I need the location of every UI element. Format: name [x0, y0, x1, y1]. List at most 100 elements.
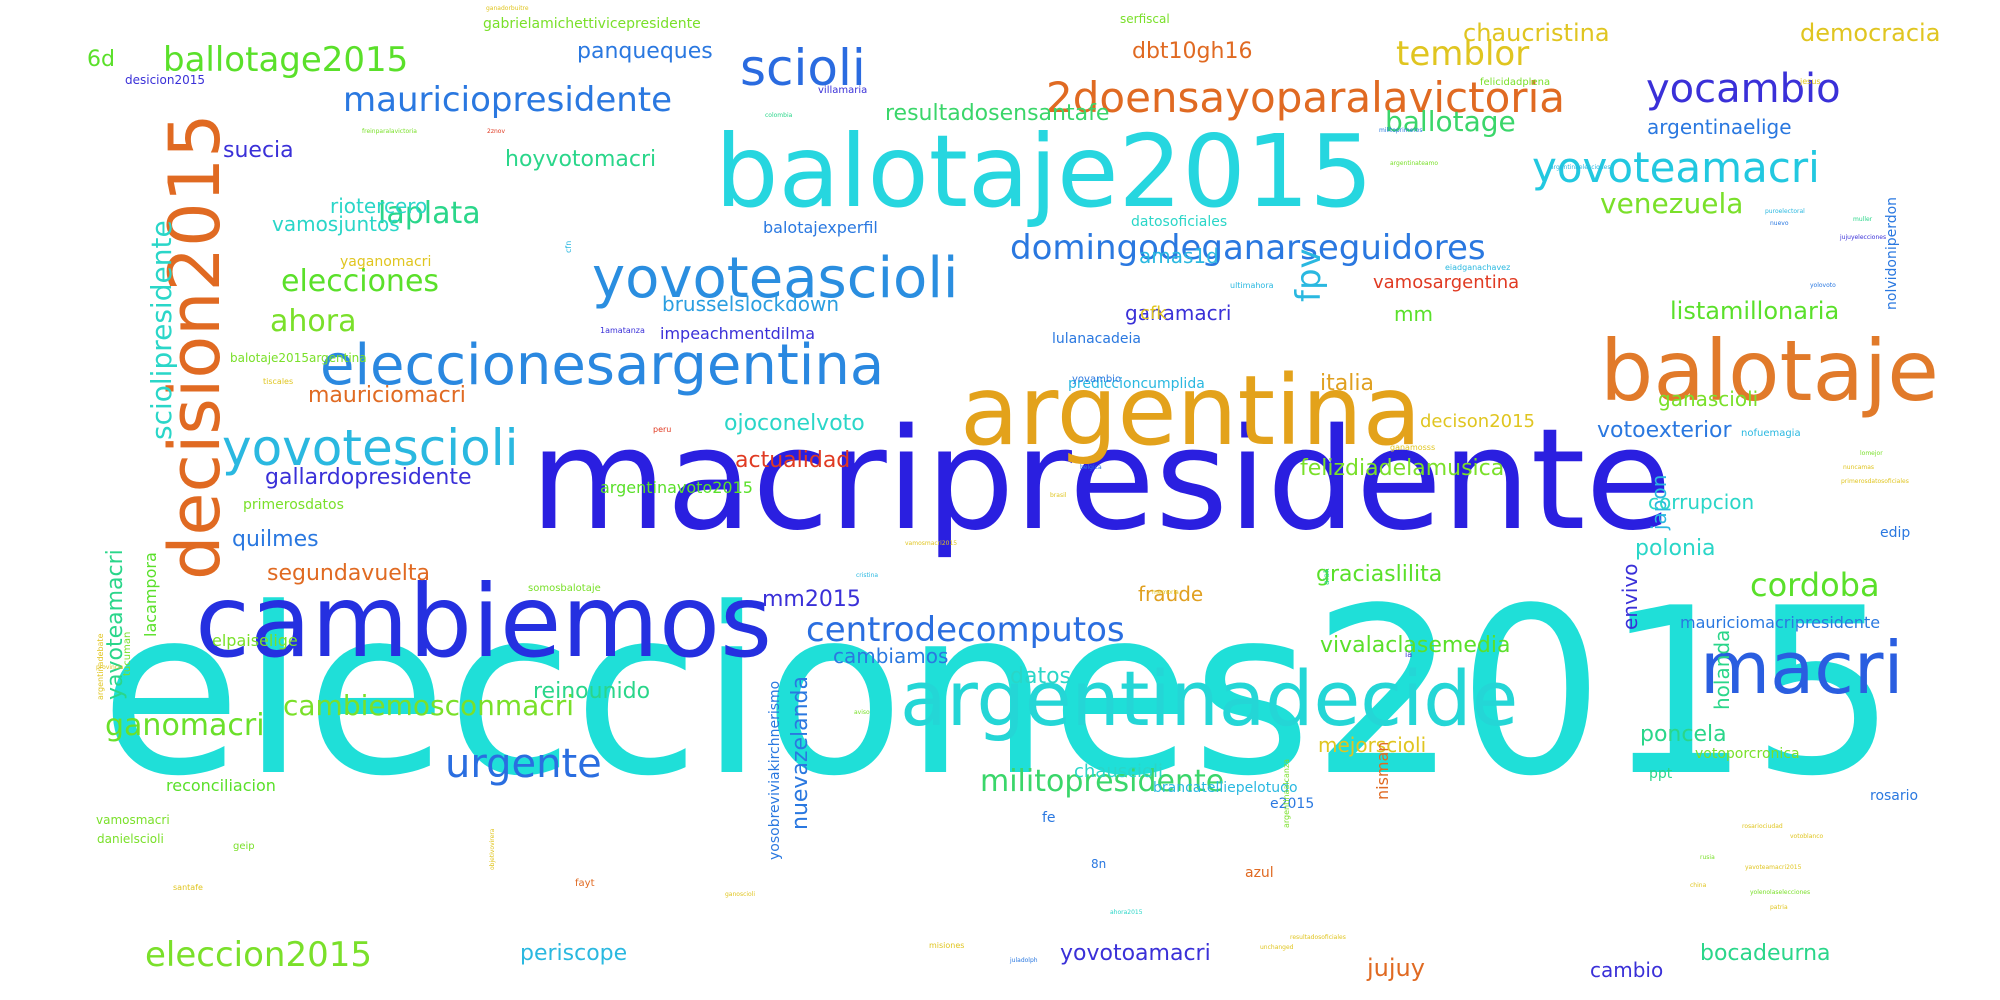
- word-45: vamosjuntos: [272, 212, 400, 237]
- word-100: ppt: [1649, 766, 1673, 783]
- word-23: elecciones: [281, 263, 440, 299]
- word-33: ballotage: [1385, 105, 1516, 139]
- word-42: hoyvotomacri: [505, 146, 657, 172]
- word-96: chauscioli: [1074, 760, 1164, 782]
- word-112: tucuman: [122, 631, 133, 676]
- word-163: cristina: [856, 572, 879, 580]
- word-31: sciolipresidente: [145, 220, 178, 440]
- word-99: gabrielamichettivicepresidente: [483, 16, 701, 33]
- word-18: domingodeganarseguidores: [1010, 228, 1486, 269]
- word-71: yovotoamacri: [1060, 940, 1211, 966]
- word-152: argentinaelecciones: [1550, 164, 1611, 172]
- word-65: cambiamos: [833, 644, 949, 669]
- word-35: democracia: [1800, 19, 1941, 48]
- word-16: mauriciopresidente: [343, 80, 673, 121]
- word-103: e2015: [1270, 796, 1315, 813]
- word-156: yolovoto: [1810, 282, 1836, 290]
- word-121: geip: [233, 841, 255, 853]
- word-51: mauriciomacri: [308, 382, 466, 408]
- word-6: argentinadecide: [900, 653, 1519, 743]
- word-73: cambio: [1590, 958, 1664, 983]
- word-94: mauriciomacripresidente: [1680, 612, 1881, 632]
- word-39: 6d: [87, 46, 115, 72]
- word-66: reinounido: [533, 678, 651, 704]
- word-17: ballotage2015: [163, 40, 409, 81]
- word-38: dbt10gh16: [1132, 38, 1253, 64]
- word-82: vamosargentina: [1373, 271, 1520, 293]
- word-145: argentinateamo: [1390, 160, 1439, 168]
- word-24: ahora: [270, 303, 357, 339]
- word-105: edip: [1880, 525, 1911, 542]
- word-79: ganascioli: [1658, 387, 1759, 412]
- word-63: fraude: [1138, 582, 1204, 607]
- word-151: colombia: [765, 112, 793, 120]
- word-128: ganamosss: [1390, 442, 1436, 452]
- word-3: balotaje2015: [715, 113, 1374, 230]
- word-134: brasil: [1050, 492, 1067, 500]
- word-74: bocadeurna: [1700, 940, 1831, 966]
- word-34: listamillonaria: [1670, 297, 1840, 326]
- word-29: militopresidente: [980, 763, 1225, 799]
- word-49: ganamacri: [1125, 301, 1232, 326]
- word-131: ultimahora: [1230, 280, 1274, 290]
- word-93: datosoficiales: [1131, 214, 1228, 231]
- word-137: ia: [1405, 649, 1413, 659]
- word-56: votoexterior: [1597, 417, 1732, 443]
- word-146: puroelectoral: [1765, 208, 1805, 216]
- word-41: suecia: [223, 137, 294, 163]
- word-69: poncela: [1640, 721, 1727, 747]
- word-123: 1amatanza: [600, 325, 645, 335]
- word-102: azul: [1245, 865, 1274, 882]
- word-47: brusselslockdown: [662, 292, 840, 317]
- word-43: resultadosensantafe: [885, 100, 1110, 126]
- word-78: holanda: [1710, 629, 1734, 710]
- word-4: argentina: [960, 355, 1422, 468]
- word-87: argentinavoto2015: [600, 477, 753, 497]
- word-138: rusia: [1700, 854, 1715, 862]
- word-10: yovoteascioli: [592, 246, 959, 312]
- word-115: somosbalotaje: [528, 583, 601, 595]
- word-140: nuevo: [1770, 220, 1789, 228]
- word-28: cambiemosconmacri: [283, 689, 574, 723]
- word-159: unchanged: [1260, 944, 1294, 952]
- word-72: jujuy: [1367, 954, 1425, 983]
- word-8: macri: [1700, 625, 1904, 710]
- word-21: temblor: [1396, 34, 1530, 75]
- word-12: yovotescioli: [222, 419, 519, 477]
- word-154: militoprimeros: [1379, 127, 1423, 135]
- word-108: desicion2015: [125, 72, 206, 87]
- word-153: eiadganachavez: [1445, 262, 1511, 272]
- word-26: eleccion2015: [145, 935, 372, 976]
- word-106: votoporcronica: [1695, 746, 1800, 763]
- word-92: balotajexperfil: [763, 217, 878, 237]
- word-2: cambiemos: [195, 563, 773, 680]
- word-158: resultadosoficiales: [1290, 934, 1346, 942]
- word-95: nisman: [1373, 741, 1392, 800]
- word-25: fpv: [1289, 248, 1329, 302]
- word-83: decison2015: [1420, 410, 1536, 432]
- word-126: yovambio: [1072, 374, 1122, 386]
- word-86: reconciliacion: [166, 775, 276, 795]
- word-150: muller: [1853, 216, 1873, 224]
- word-61: graciaslilita: [1316, 561, 1443, 587]
- word-19: urgente: [445, 740, 602, 787]
- word-48: amas1d: [1139, 244, 1219, 269]
- word-89: impeachmentdilma: [660, 323, 816, 343]
- word-114: 8n: [1091, 856, 1107, 871]
- word-169: nuncamas: [1843, 464, 1875, 472]
- word-13: 2doensayoparalavictoria: [1046, 73, 1565, 123]
- word-148: yolenolaselecciones: [1750, 889, 1811, 897]
- word-117: felicidadplena: [1480, 77, 1551, 89]
- word-27: ganomacri: [105, 707, 265, 743]
- word-143: objetivovirera: [489, 828, 496, 870]
- word-136: memoria: [1152, 589, 1179, 597]
- word-64: datos: [1010, 663, 1071, 689]
- word-55: felizdiadelamusica: [1300, 455, 1505, 481]
- word-168: yavoteamacri2015: [1745, 864, 1802, 872]
- word-57: segundavuelta: [267, 560, 431, 586]
- word-84: lacampora: [141, 552, 160, 637]
- word-15: yocambio: [1646, 65, 1841, 112]
- word-110: vamosmacri: [96, 812, 170, 827]
- word-14: yovoteamacri: [1532, 143, 1820, 193]
